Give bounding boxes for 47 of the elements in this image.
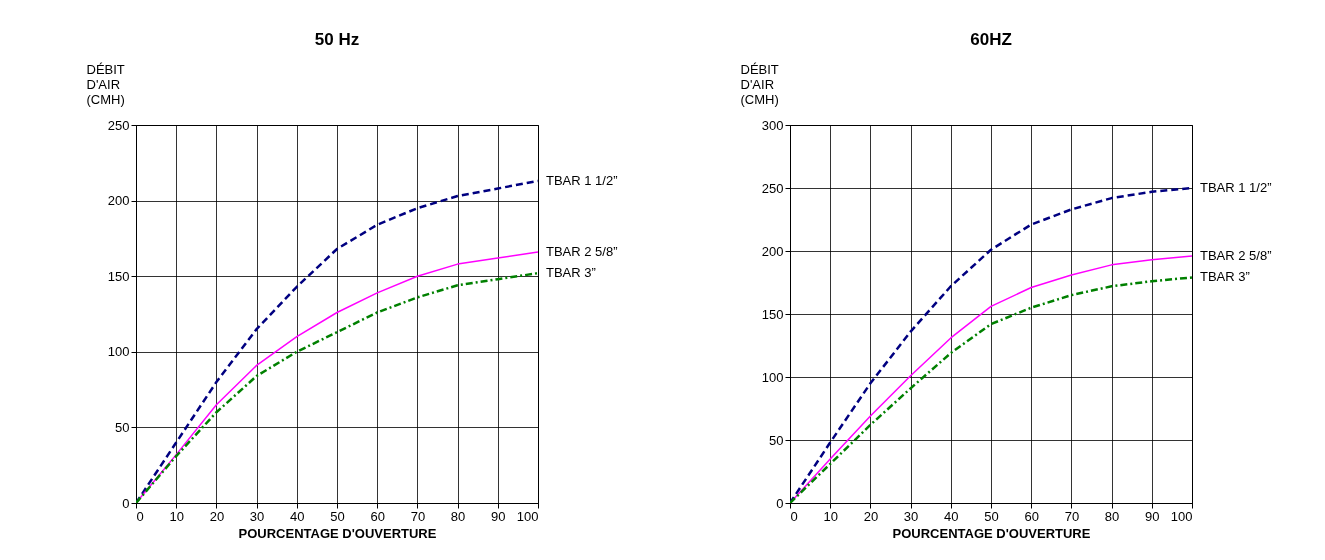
y-tick-label: 50 [115,419,130,435]
x-tick-label: 70 [410,508,426,524]
x-tick-label: 40 [944,508,959,524]
x-tick-label: 60 [1024,508,1039,524]
y-tick-label: 0 [776,495,784,511]
series-label: TBAR 3” [1200,269,1250,285]
x-tick-label: 40 [290,508,305,524]
x-axis-title: POURCENTAGE D'OUVERTURE [238,525,437,541]
y-tick-label: 100 [761,369,784,385]
x-tick-label: 100 [1170,508,1193,524]
x-axis-title: POURCENTAGE D'OUVERTURE [892,525,1091,541]
x-tick-label: 80 [1104,508,1120,524]
chart-title: 50 Hz [314,30,360,49]
y-tick-label: 200 [107,193,130,209]
series-label: TBAR 1 1/2” [546,172,618,188]
x-tick-label: 10 [169,508,184,524]
x-tick-label: 90 [1145,508,1160,524]
series-label: TBAR 1 1/2” [1200,180,1272,195]
x-tick-label: 70 [1064,508,1080,524]
x-tick-label: 100 [516,508,539,524]
series-label: TBAR 2 5/8” [546,244,618,260]
x-tick-label: 20 [209,508,225,524]
chart-title: 60HZ [970,30,1012,49]
x-tick-label: 10 [823,508,838,524]
x-tick-label: 50 [330,508,345,524]
y-tick-label: 300 [761,117,784,133]
y-tick-label: 0 [122,495,130,511]
x-tick-label: 50 [984,508,999,524]
y-tick-label: 200 [761,243,784,259]
x-tick-label: 60 [370,508,385,524]
y-tick-label: 50 [769,432,784,448]
x-tick-label: 80 [450,508,466,524]
y-axis-title: DÉBIT D'AIR (CMH) [86,61,125,107]
x-tick-label: 0 [136,508,144,524]
y-tick-label: 100 [107,344,130,360]
y-tick-label: 150 [107,268,130,284]
series-label: TBAR 3” [546,265,596,281]
x-tick-label: 20 [863,508,879,524]
y-tick-label: 250 [761,180,784,196]
series-label: TBAR 2 5/8” [1200,248,1272,264]
x-tick-label: 90 [491,508,506,524]
x-tick-label: 0 [790,508,798,524]
y-tick-label: 150 [761,306,784,322]
x-tick-label: 30 [249,508,265,524]
y-axis-title: DÉBIT D'AIR (CMH) [740,61,779,107]
y-tick-label: 250 [107,117,130,133]
x-tick-label: 30 [903,508,919,524]
